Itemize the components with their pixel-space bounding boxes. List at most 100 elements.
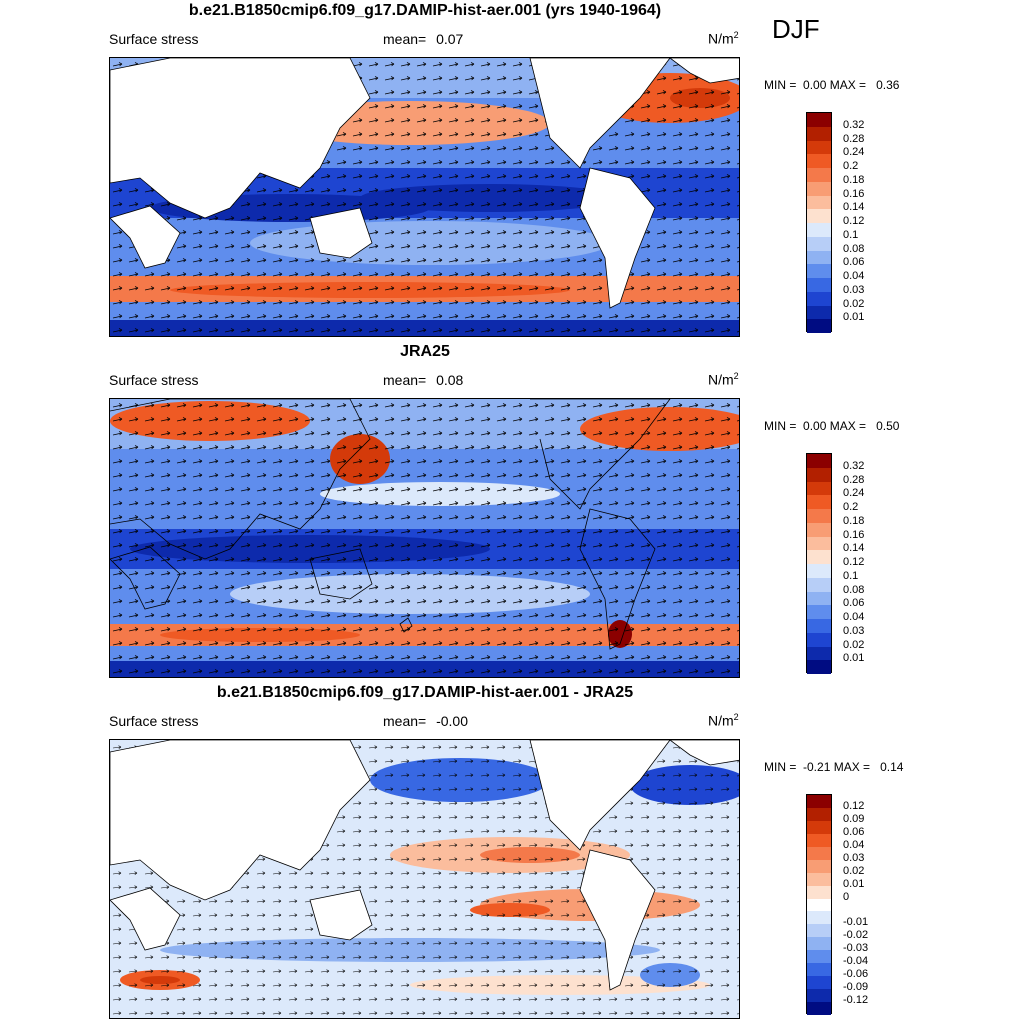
colorbar-swatch: [807, 976, 831, 990]
colorbar-label: 0.2: [843, 160, 859, 172]
colorbar-label: 0.24: [843, 146, 865, 159]
panel1-unit: N/m2: [708, 30, 739, 47]
colorbar-label: 0.06: [843, 597, 865, 610]
panel2-minmax: MIN = 0.00 MAX = 0.50: [764, 419, 900, 433]
colorbar-label: 0.06: [843, 256, 865, 269]
colorbar-label: 0.16: [843, 187, 865, 200]
colorbar-label: 0.01: [843, 311, 865, 324]
colorbar-label: 0.09: [843, 812, 865, 825]
panel2-mean-value: 0.08: [436, 372, 464, 388]
colorbar-swatch: [807, 820, 831, 834]
colorbar-swatch: [807, 223, 831, 237]
colorbar-swatch: [807, 236, 831, 251]
panel2-unit: N/m2: [708, 371, 739, 388]
colorbar-label: -0.02: [843, 929, 869, 942]
colorbar-swatch: [807, 937, 831, 951]
colorbar-label: 0.02: [843, 297, 865, 310]
colorbar-swatch: [807, 126, 831, 141]
colorbar-swatch: [807, 140, 831, 155]
colorbar-label: 0.28: [843, 132, 865, 145]
colorbar-swatch: [807, 846, 831, 860]
colorbar-swatch: [807, 181, 831, 196]
colorbar-label: 0.14: [843, 201, 865, 214]
colorbar-swatch: [807, 859, 831, 873]
panel1-map: [109, 57, 740, 337]
colorbar-swatch: [807, 911, 831, 925]
colorbar-swatch: [807, 264, 831, 278]
colorbar-label: 0.24: [843, 487, 865, 500]
colorbar-swatch: [807, 885, 831, 899]
panel2-map: [109, 398, 740, 678]
colorbar-label: -0.12: [843, 994, 869, 1007]
colorbar-label: 0.18: [843, 173, 865, 186]
colorbar-label: 0.06: [843, 825, 865, 838]
colorbar-label: -0.01: [843, 916, 869, 929]
panel2-colorbar: [806, 453, 832, 674]
panel1-mean-value: 0.07: [436, 31, 464, 47]
colorbar-swatch: [807, 646, 831, 661]
colorbar-label: 0.04: [843, 838, 865, 851]
colorbar-swatch: [807, 168, 831, 182]
colorbar-label: 0.16: [843, 528, 865, 541]
panel2-mean-label: mean=: [383, 372, 427, 388]
season-label: DJF: [772, 14, 820, 44]
colorbar-label: 0.08: [843, 583, 865, 596]
colorbar-label: 0.32: [843, 118, 865, 131]
colorbar-label: 0.01: [843, 652, 865, 665]
colorbar-swatch: [807, 564, 831, 578]
colorbar-label: 0.04: [843, 611, 865, 623]
colorbar-label: 0.08: [843, 242, 865, 255]
colorbar-swatch: [807, 278, 831, 292]
colorbar-label: 0.1: [843, 228, 859, 241]
panel3-mean-label: mean=: [383, 713, 427, 729]
panel3-minmax: MIN = -0.21 MAX = 0.14: [764, 760, 904, 774]
colorbar-swatch: [807, 660, 831, 674]
colorbar-label: -0.06: [843, 968, 869, 981]
colorbar-swatch: [807, 807, 831, 821]
panel3-variable: Surface stress: [109, 713, 199, 729]
colorbar-swatch: [807, 605, 831, 619]
panel1-minmax: MIN = 0.00 MAX = 0.36: [764, 78, 900, 92]
colorbar-label: 0.02: [843, 864, 865, 877]
colorbar-swatch: [807, 495, 831, 509]
colorbar-swatch: [807, 989, 831, 1002]
colorbar-swatch: [807, 577, 831, 592]
colorbar-swatch: [807, 833, 831, 847]
colorbar-label: -0.04: [843, 955, 869, 968]
panel3-map-svg: [110, 740, 739, 1018]
panel1-mean-label: mean=: [383, 31, 427, 47]
panel3-mean: mean= -0.00: [383, 713, 468, 729]
colorbar-swatch: [807, 536, 831, 551]
panel2-map-svg: [110, 399, 739, 677]
colorbar-swatch: [807, 795, 831, 808]
colorbar-swatch: [807, 305, 831, 320]
panel3-mean-value: -0.00: [436, 713, 469, 729]
colorbar-swatch: [807, 209, 831, 223]
panel3-title: b.e21.B1850cmip6.f09_g17.DAMIP-hist-aer.…: [216, 684, 634, 701]
colorbar-swatch: [807, 481, 831, 496]
panel1-map-svg: [110, 58, 739, 336]
colorbar-label: 0.28: [843, 473, 865, 486]
colorbar-label: 0.14: [843, 542, 865, 555]
colorbar-swatch: [807, 632, 831, 647]
colorbar-swatch: [807, 154, 831, 168]
colorbar-swatch: [807, 250, 831, 265]
panel3-unit: N/m2: [708, 712, 739, 729]
colorbar-swatch: [807, 113, 831, 127]
colorbar-label: 0.1: [843, 569, 859, 582]
colorbar-label: 0.02: [843, 638, 865, 651]
colorbar-label: -0.09: [843, 981, 869, 994]
colorbar-swatch: [807, 963, 831, 977]
colorbar-swatch: [807, 319, 831, 333]
colorbar-swatch: [807, 550, 831, 564]
colorbar-label: 0.04: [843, 270, 865, 282]
colorbar-label: 0.12: [843, 215, 865, 227]
colorbar-label: 0.12: [843, 799, 865, 812]
colorbar-swatch: [807, 950, 831, 964]
colorbar-swatch: [807, 509, 831, 523]
colorbar-swatch: [807, 291, 831, 306]
colorbar-label: 0.2: [843, 501, 859, 513]
colorbar-swatch: [807, 195, 831, 210]
panel2-mean: mean= 0.08: [383, 372, 463, 388]
colorbar-label: 0.03: [843, 624, 865, 637]
